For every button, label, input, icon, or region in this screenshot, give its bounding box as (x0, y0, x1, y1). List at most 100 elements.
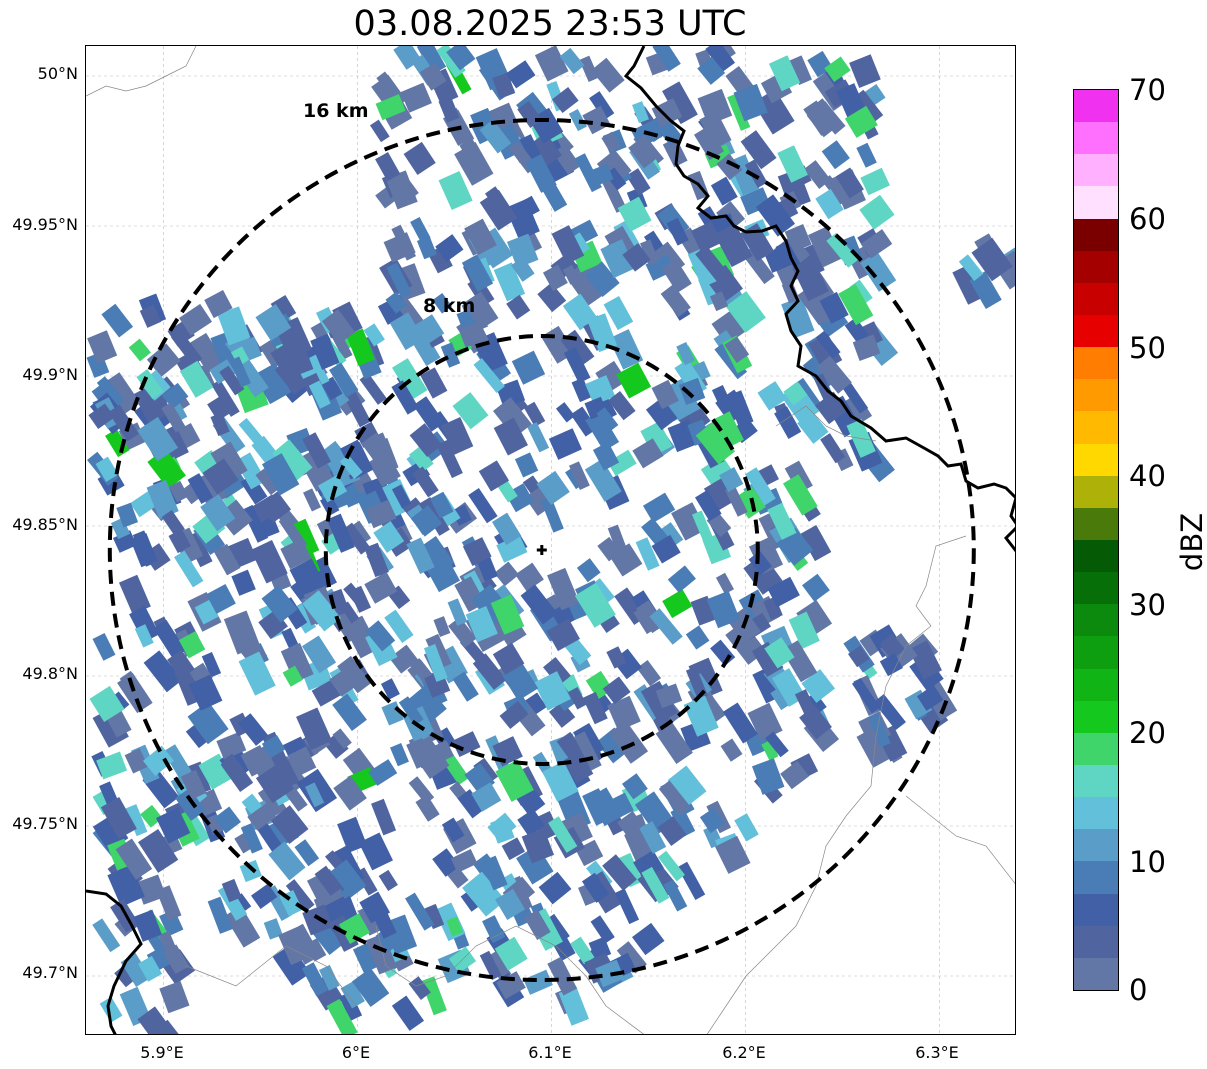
echo-cell (318, 474, 348, 503)
echo-cell (854, 89, 884, 123)
echo-cell (296, 707, 333, 751)
echo-cell (642, 492, 676, 523)
colorbar-segment (1074, 443, 1118, 476)
echo-cell (365, 620, 396, 652)
radar-map-panel[interactable] (85, 45, 1016, 1035)
echo-cell (538, 871, 572, 905)
echo-cell (710, 639, 736, 667)
echo-cell (547, 956, 578, 996)
echo-cell (217, 883, 248, 921)
echo-cell (617, 196, 652, 232)
echo-cell (238, 651, 276, 696)
x-tick-label: 5.9°E (140, 1043, 184, 1062)
colorbar-segment (1074, 347, 1118, 380)
echo-cell (200, 494, 236, 532)
echo-cell (835, 167, 864, 199)
echo-cell (340, 439, 374, 479)
echo-cell (223, 610, 261, 655)
echo-cell (764, 637, 795, 669)
echo-cell (287, 746, 317, 777)
colorbar-segment (1074, 379, 1118, 412)
echo-cell (733, 83, 768, 122)
radar-map (86, 46, 1015, 1034)
echo-cell (591, 57, 625, 93)
colorbar-tick: 10 (1129, 845, 1166, 879)
echo-cell (185, 724, 208, 749)
echo-cell (429, 491, 454, 519)
echo-cell (852, 334, 881, 361)
echo-cell (220, 755, 254, 793)
echo-cell (663, 879, 688, 912)
echo-cell (137, 1006, 172, 1034)
echo-cell (161, 402, 186, 433)
echo-cell (660, 284, 691, 318)
echo-cell (490, 594, 525, 635)
echo-cell (524, 909, 551, 940)
echo-cell (860, 229, 893, 259)
echo-cell (479, 950, 502, 981)
echo-cell (283, 785, 308, 812)
echo-cell (261, 453, 300, 496)
echo-cell (247, 803, 277, 831)
echo-cell (600, 239, 636, 279)
echo-cell (821, 140, 850, 170)
y-tick-label: 49.8°N (22, 664, 78, 683)
echo-cell (796, 599, 833, 637)
echo-cell (333, 775, 367, 811)
echo-cell (340, 981, 365, 1009)
echo-cell (425, 633, 452, 670)
echo-cell (622, 243, 651, 272)
echo-cell (655, 683, 683, 709)
colorbar-segment (1074, 572, 1118, 605)
echo-cell (206, 584, 236, 614)
echo-cell (527, 422, 550, 453)
echo-cell (699, 807, 725, 834)
echo-cell (607, 695, 641, 732)
echo-cell (259, 491, 292, 523)
echo-cell (481, 855, 508, 891)
echo-cell (608, 390, 636, 421)
echo-cell (168, 480, 189, 503)
echo-cell (380, 678, 400, 700)
colorbar-segment (1074, 250, 1118, 283)
ring-label-16km: 16 km (303, 100, 369, 122)
echo-cell (130, 533, 158, 568)
echo-cell (174, 550, 204, 588)
y-tick-label: 49.85°N (12, 515, 78, 534)
echo-cell (574, 731, 602, 771)
echo-cell (492, 72, 516, 99)
echo-cell (819, 291, 849, 324)
echo-cell (124, 748, 149, 774)
echo-cell (632, 101, 649, 124)
echo-cell (375, 152, 401, 182)
echo-cell (163, 744, 192, 779)
echo-cell (178, 303, 213, 336)
echo-cell (856, 142, 877, 168)
echo-cell (860, 167, 890, 196)
echo-cell (403, 141, 436, 175)
echo-cell (170, 330, 203, 367)
echo-cell (751, 641, 784, 678)
echo-cell (492, 512, 522, 546)
echo-cell (661, 258, 692, 293)
echo-cell (781, 296, 815, 339)
echo-cell (542, 264, 568, 291)
echo-cell (639, 820, 667, 854)
echo-cell (677, 861, 706, 900)
echo-cell (715, 572, 735, 595)
echo-cell (359, 373, 387, 405)
echo-cell (101, 303, 134, 338)
echo-cell (525, 154, 557, 193)
echo-cell (420, 976, 447, 1016)
echo-cell (592, 441, 620, 471)
echo-cell (146, 343, 181, 377)
echo-cell (824, 56, 851, 83)
echo-cell (321, 376, 343, 401)
echo-cell (590, 915, 615, 944)
echo-cell (451, 731, 481, 758)
echo-cell (722, 702, 758, 744)
echo-cell (671, 502, 707, 541)
echo-cell (156, 807, 191, 844)
echo-cell (479, 189, 518, 231)
colorbar-segment (1074, 186, 1118, 219)
